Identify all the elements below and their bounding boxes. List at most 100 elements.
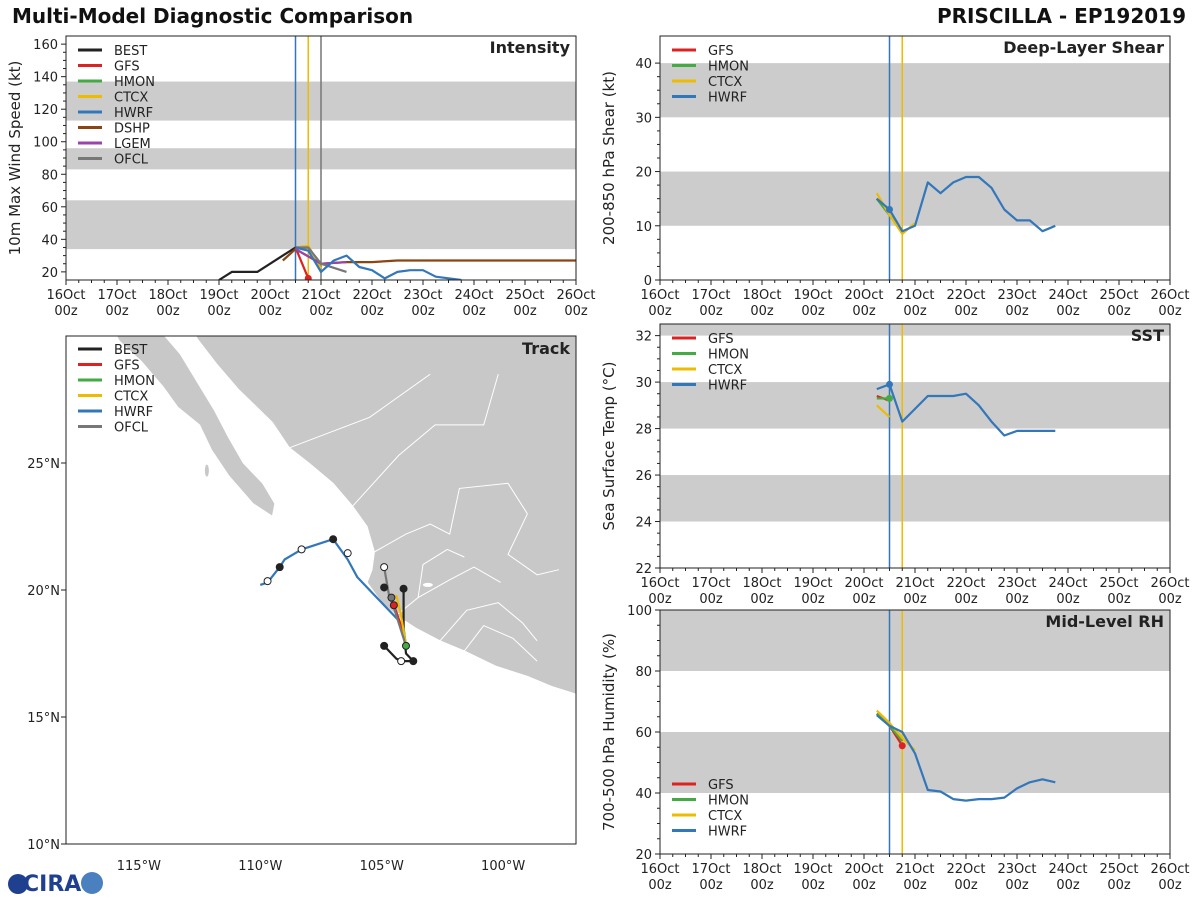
track-legend-label-ctcx: CTCX [114,390,148,405]
sst-xtick-label: 18Oct 00z [742,576,781,607]
rh-xtick-label: 22Oct 00z [946,862,985,893]
rh-xtick-label: 23Oct 00z [997,862,1036,893]
chart-intensity: 20 40 60 80 100 120 140 160 16Oct 00z 17Oct 00z 18Oc… [6,35,596,319]
track-ytick-label: 10°N [27,838,60,853]
shear-xtick-label: 17Oct 00z [691,288,730,319]
track-border-7 [507,513,560,576]
sst-xtick-label: 16Oct 00z [640,576,679,607]
shear-ytick-label: 0 [644,274,652,289]
logo-wordmark: CIRA [23,872,81,897]
chart-rh: 20 40 60 80 100 16Oct 00z 17Oct 00z 18Oct 00z 19Oct… [600,604,1190,893]
track-ytick-label: 25°N [27,457,60,472]
track-point-10 [297,545,306,554]
shear-xtick-label: 25Oct 00z [1099,288,1138,319]
track-point-6 [387,593,396,602]
rh-xtick-label: 25Oct 00z [1099,862,1138,893]
shear-legend-label-hmon: HMON [708,60,749,75]
intensity-ytick-label: 60 [41,201,58,216]
sst-series-ctcx [876,404,891,418]
track-legend-label-hwrf: HWRF [114,405,153,420]
intensity-xtick-label: 18Oct 00z [148,288,187,319]
sst-legend-label-gfs: GFS [708,332,734,347]
rh-ytick-label: 60 [635,726,652,741]
chart-sst: 22 24 26 28 30 32 16Oct 00z 17Oct 00z 18Oct 00z 19Oc… [600,323,1190,607]
rh-xtick-label: 16Oct 00z [640,862,679,893]
track-border-2 [374,482,528,553]
intensity-xtick-label: 21Oct 00z [301,288,340,319]
track-legend-label-gfs: GFS [114,359,140,374]
sst-xtick-label: 24Oct 00z [1048,576,1087,607]
intensity-xtick-label: 25Oct 00z [505,288,544,319]
track-point-8 [402,641,410,650]
intensity-xtick-label: 26Oct 00z [556,288,595,319]
track-point-9 [329,535,338,544]
rh-ytick-label: 20 [635,848,652,863]
track-point-7 [389,601,398,610]
intensity-legend-label-ctcx: CTCX [114,91,148,106]
shear-band-1 [660,63,1170,118]
intensity-series-gfs [294,247,310,279]
sst-title: SST [1131,326,1164,345]
chart-shear: 0 10 20 30 40 16Oct 00z 17Oct 00z 18Oct 00z 19Oct 00… [600,35,1190,319]
sst-legend-label-hwrf: HWRF [708,379,747,394]
shear-series-hwrf [876,175,1056,233]
chart-track: 10°N 15°N 20°N 25°N 115°W 110°W 105°W 100°W Trac… [27,335,577,874]
track-ytick-label: 15°N [27,711,60,726]
track-border-0 [289,373,431,449]
intensity-ytick-label: 120 [33,103,58,118]
sst-ytick-label: 26 [635,469,652,484]
shear-band-0 [660,171,1170,226]
track-baja [116,336,276,518]
rh-ytick-label: 40 [635,787,652,802]
rh-legend-label-hmon: HMON [708,794,749,809]
storm-id: PRISCILLA - EP192019 [936,4,1186,28]
track-island [204,464,209,477]
intensity-ytick-label: 100 [33,136,58,151]
intensity-legend-label-best: BEST [114,44,147,59]
intensity-ytick-label: 40 [41,233,58,248]
logo-globe-icon [8,874,28,894]
cira-logo: CIRA [8,872,103,897]
intensity-xtick-label: 24Oct 00z [454,288,493,319]
rh-xtick-label: 24Oct 00z [1048,862,1087,893]
intensity-series-dshp [282,248,576,265]
track-mainland [195,336,576,695]
sst-legend-label-ctcx: CTCX [708,363,742,378]
shear-ytick-label: 30 [635,111,652,126]
intensity-xtick-label: 17Oct 00z [97,288,136,319]
rh-title: Mid-Level RH [1045,612,1164,631]
track-point-11 [343,549,352,558]
rh-ytick-label: 100 [627,604,652,619]
sst-xtick-label: 17Oct 00z [691,576,730,607]
track-xtick-label: 105°W [360,859,404,874]
shear-legend-label-hwrf: HWRF [708,91,747,106]
rh-xtick-label: 20Oct 00z [844,862,883,893]
shear-legend-label-ctcx: CTCX [708,75,742,90]
rh-series-hwrf [876,714,1056,802]
track-series-ctcx [395,594,408,647]
intensity-legend-label-lgem: LGEM [114,137,151,152]
track-point-4 [380,583,389,592]
track-point-0 [380,641,389,650]
sst-xtick-label: 20Oct 00z [844,576,883,607]
track-xtick-label: 100°W [481,859,525,874]
track-point-3 [399,584,408,593]
shear-xtick-label: 24Oct 00z [1048,288,1087,319]
intensity-legend-label-gfs: GFS [114,60,140,75]
intensity-ytick-label: 140 [33,71,58,86]
shear-xtick-label: 21Oct 00z [895,288,934,319]
track-land [116,336,576,695]
sst-xtick-label: 23Oct 00z [997,576,1036,607]
logo-swirl-icon [81,872,103,894]
sst-ylabel: Sea Surface Temp (°C) [600,361,618,530]
shear-marker-0 [886,206,893,214]
shear-xtick-label: 19Oct 00z [793,288,832,319]
track-border-6 [463,624,538,662]
sst-xtick-label: 25Oct 00z [1099,576,1138,607]
sst-xtick-label: 21Oct 00z [895,576,934,607]
shear-ytick-label: 10 [635,220,652,235]
sst-ytick-label: 24 [635,516,652,531]
track-point-1 [397,657,406,666]
sst-ytick-label: 30 [635,376,652,391]
rh-marker-0 [898,742,906,750]
